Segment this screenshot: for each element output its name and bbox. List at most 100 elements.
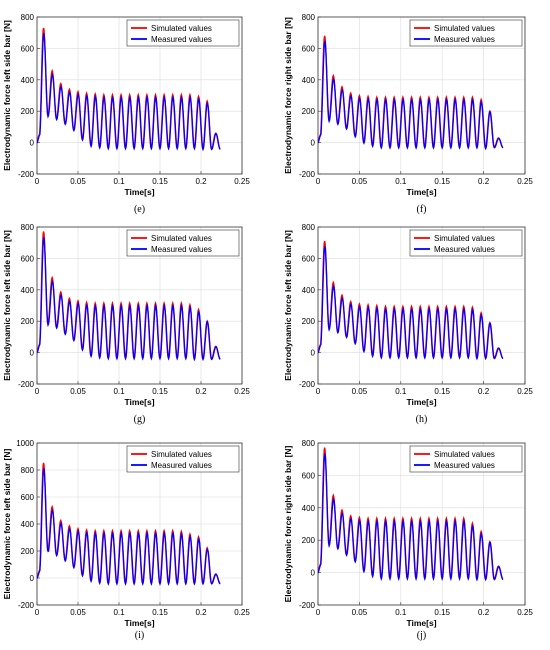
x-tick-label: 0 bbox=[316, 387, 321, 396]
series-line-measured bbox=[37, 33, 221, 152]
x-tick-label: 0.2 bbox=[195, 608, 207, 617]
legend-box bbox=[126, 445, 240, 473]
legend-label: Simulated values bbox=[434, 234, 495, 243]
series-line-simulated bbox=[318, 240, 504, 361]
y-tick-label: 400 bbox=[21, 76, 35, 85]
x-tick-label: 0.1 bbox=[113, 387, 125, 396]
series-line-measured bbox=[37, 237, 221, 362]
y-tick-label: 1000 bbox=[16, 439, 34, 448]
legend-label: Measured values bbox=[434, 245, 495, 254]
x-tick-label: 0.05 bbox=[70, 387, 86, 396]
x-tick-label: 0.25 bbox=[234, 608, 250, 617]
x-tick-label: 0.15 bbox=[152, 177, 168, 186]
y-tick-label: 200 bbox=[21, 547, 35, 556]
x-tick-label: 0.15 bbox=[152, 387, 168, 396]
legend-label: Simulated values bbox=[151, 450, 212, 459]
y-tick-label: 0 bbox=[30, 574, 35, 583]
legend-label: Simulated values bbox=[151, 24, 212, 33]
x-tick-label: 0.1 bbox=[113, 177, 125, 186]
series-line-measured bbox=[318, 246, 504, 361]
legend-box bbox=[409, 445, 523, 473]
x-tick-label: 0 bbox=[35, 387, 40, 396]
series-line-simulated bbox=[318, 447, 504, 582]
x-tick-label: 0.2 bbox=[478, 608, 490, 617]
x-tick-label: 0.05 bbox=[352, 387, 368, 396]
x-tick-label: 0.05 bbox=[352, 608, 368, 617]
y-axis-label: Electrodynamic force right side bar [N] bbox=[283, 445, 293, 602]
plot-area bbox=[317, 226, 526, 385]
x-axis-label: Time[s] bbox=[124, 187, 154, 197]
x-tick-label: 0 bbox=[35, 608, 40, 617]
legend-label: Simulated values bbox=[434, 24, 495, 33]
y-tick-label: 0 bbox=[311, 139, 316, 148]
y-tick-label: -200 bbox=[18, 601, 35, 610]
x-tick-label: 0.15 bbox=[152, 608, 168, 617]
x-axis-label: Time[s] bbox=[406, 618, 436, 628]
x-tick-label: 0.15 bbox=[434, 177, 450, 186]
panel-caption: (g) bbox=[134, 414, 146, 425]
x-axis-label: Time[s] bbox=[124, 397, 154, 407]
legend-label: Measured values bbox=[434, 461, 495, 470]
panel-caption: (i) bbox=[135, 630, 144, 641]
x-tick-label: 0.1 bbox=[395, 177, 407, 186]
y-tick-label: 200 bbox=[302, 317, 316, 326]
series-line-measured bbox=[318, 40, 504, 151]
y-tick-label: -200 bbox=[299, 170, 316, 179]
x-tick-label: 0 bbox=[316, 177, 321, 186]
y-tick-label: 800 bbox=[302, 439, 316, 448]
y-tick-label: -200 bbox=[299, 380, 316, 389]
y-tick-label: 400 bbox=[302, 504, 316, 513]
y-tick-label: 200 bbox=[302, 107, 316, 116]
legend-label: Measured values bbox=[151, 245, 212, 254]
panel-caption: (e) bbox=[134, 204, 145, 215]
x-axis-label: Time[s] bbox=[406, 397, 436, 407]
legend-box bbox=[409, 229, 523, 257]
plot-area bbox=[317, 442, 526, 606]
series-line-simulated bbox=[37, 462, 221, 586]
y-axis-label: Electrodynamic force right side bar [N] bbox=[283, 17, 293, 174]
series-line-simulated bbox=[37, 231, 221, 362]
y-tick-label: 200 bbox=[21, 317, 35, 326]
x-tick-label: 0.2 bbox=[195, 387, 207, 396]
y-tick-label: 800 bbox=[21, 466, 35, 475]
y-tick-label: 600 bbox=[302, 254, 316, 263]
plot-area bbox=[36, 16, 243, 175]
x-tick-label: 0.25 bbox=[517, 608, 533, 617]
series-line-simulated bbox=[318, 35, 504, 150]
y-tick-label: 600 bbox=[302, 44, 316, 53]
x-tick-label: 0 bbox=[35, 177, 40, 186]
y-tick-label: 400 bbox=[21, 286, 35, 295]
y-tick-label: 400 bbox=[21, 520, 35, 529]
x-tick-label: 0.2 bbox=[478, 387, 490, 396]
x-tick-label: 0.05 bbox=[70, 608, 86, 617]
y-tick-label: 600 bbox=[302, 471, 316, 480]
legend-label: Measured values bbox=[151, 35, 212, 44]
y-tick-label: 400 bbox=[302, 76, 316, 85]
panel-caption: (h) bbox=[416, 414, 428, 425]
legend-box bbox=[126, 19, 240, 47]
y-tick-label: 200 bbox=[21, 107, 35, 116]
y-tick-label: 800 bbox=[21, 13, 35, 22]
series-line-measured bbox=[318, 453, 504, 582]
x-tick-label: 0.2 bbox=[478, 177, 490, 186]
y-tick-label: -200 bbox=[18, 380, 35, 389]
x-tick-label: 0.25 bbox=[517, 177, 533, 186]
y-tick-label: 0 bbox=[311, 569, 316, 578]
legend-label: Simulated values bbox=[151, 234, 212, 243]
x-tick-label: 0.25 bbox=[234, 387, 250, 396]
x-axis-label: Time[s] bbox=[124, 618, 154, 628]
panel-caption: (j) bbox=[417, 630, 426, 641]
x-tick-label: 0.05 bbox=[352, 177, 368, 186]
x-tick-label: 0.1 bbox=[395, 608, 407, 617]
y-tick-label: 0 bbox=[30, 139, 35, 148]
y-axis-label: Electrodynamic force left side bar [N] bbox=[2, 448, 12, 599]
y-axis-label: Electrodynamic force left side bar [N] bbox=[2, 230, 12, 381]
series-line-measured bbox=[37, 468, 221, 586]
legend-label: Measured values bbox=[434, 35, 495, 44]
y-axis-label: Electrodynamic force left side bar [N] bbox=[283, 230, 293, 381]
